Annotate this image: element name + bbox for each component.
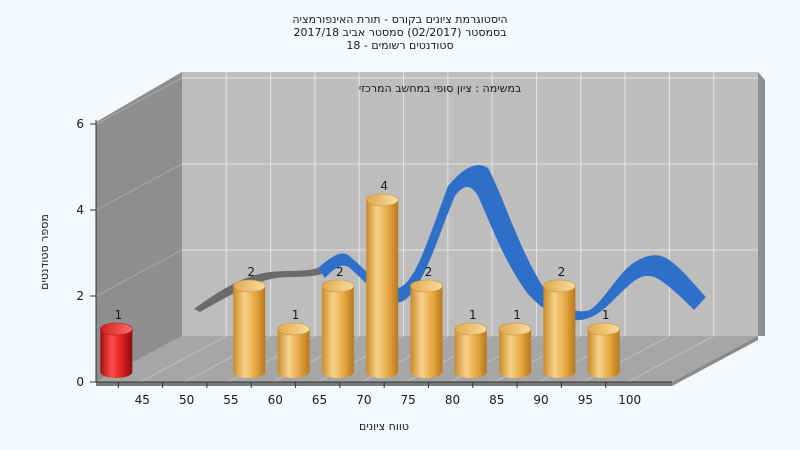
chart-axes: 0 2 4 6 45 50 55 60 65 70 75 80 85 90 95 100 — [76, 117, 672, 407]
bar-cap — [587, 322, 620, 336]
x-tick-label: 50 — [179, 393, 194, 407]
bar-value-label: 1 — [602, 308, 610, 322]
grid-line-side — [95, 77, 183, 125]
curve-blue-ribbon — [318, 165, 706, 321]
grid-line-side — [95, 249, 183, 297]
x-tick-label: 65 — [312, 393, 327, 407]
bar-body — [366, 200, 399, 378]
bar-value-label: 1 — [513, 308, 521, 322]
histogram-bar: 4 — [365, 179, 399, 378]
grid-line-floor — [140, 335, 227, 383]
bar-value-label: 1 — [469, 308, 477, 322]
x-axis-label: טווח ציונים — [359, 420, 409, 433]
bar-cap — [410, 279, 443, 293]
bar-cap — [321, 279, 355, 293]
chart-side-wall — [96, 72, 182, 382]
bar-cap — [365, 193, 399, 207]
x-tick-label: 80 — [445, 393, 460, 407]
y-tick-label: 0 — [76, 375, 84, 389]
histogram-bar: 1 — [587, 308, 620, 378]
bar-cap — [454, 322, 488, 336]
bar-body — [499, 329, 532, 378]
bar-body — [277, 329, 310, 378]
x-tick-label: 90 — [533, 393, 548, 407]
bar-body — [454, 329, 487, 378]
bar-body — [587, 329, 620, 378]
histogram-bar: 2 — [232, 265, 266, 378]
y-axis-label: מספר סטודנטים — [38, 214, 51, 290]
histogram-bar: 2 — [543, 265, 576, 378]
chart-title-line-1: היסטוגרמת ציונים בקורס - תורת האינפורמצי… — [292, 13, 507, 26]
histogram-bar: 1 — [100, 308, 133, 378]
chart-right-wall — [758, 72, 765, 336]
bar-value-label: 1 — [114, 308, 122, 322]
bar-cap — [543, 279, 576, 293]
bar-value-label: 2 — [425, 265, 433, 279]
chart-title-line-3: סטודנטים רשומים - 18 — [346, 39, 453, 52]
bar-body — [543, 286, 576, 378]
x-tick-label: 100 — [618, 393, 641, 407]
histogram-bar: 1 — [277, 308, 310, 378]
distribution-curve — [194, 165, 706, 321]
x-tick-label: 85 — [489, 393, 504, 407]
bar-value-label: 2 — [336, 265, 344, 279]
histogram-bar: 1 — [454, 308, 488, 378]
y-tick-label: 4 — [76, 203, 84, 217]
histogram-bars: 1 2 1 2 4 2 1 1 2 1 — [100, 179, 620, 378]
bar-body — [100, 329, 133, 378]
x-tick-label: 45 — [135, 393, 150, 407]
bar-cap — [277, 322, 310, 336]
y-tick-label: 6 — [76, 117, 84, 131]
grid-line-floor — [627, 335, 714, 383]
x-tick-label: 55 — [223, 393, 238, 407]
histogram-bar: 2 — [321, 265, 355, 378]
histogram-bar: 2 — [410, 265, 443, 378]
chart-floor-right-edge — [672, 336, 758, 386]
chart-title-line-2: בסמסטר (02/2017) סמסטר אביב 2017/18 — [293, 26, 506, 39]
bar-value-label: 2 — [558, 265, 566, 279]
histogram-bar: 1 — [498, 308, 532, 378]
bar-body — [233, 286, 266, 378]
x-tick-label: 75 — [401, 393, 416, 407]
x-tick-label: 60 — [268, 393, 283, 407]
chart-back-wall — [182, 72, 758, 336]
chart-subtitle: במשימה : ציון סופי במחשב המרכזי — [359, 82, 522, 95]
bar-cap — [100, 322, 133, 336]
bar-value-label: 4 — [380, 179, 388, 193]
curve-shadow-segment — [194, 268, 322, 312]
grid-line-side — [95, 163, 183, 211]
bar-cap — [498, 322, 532, 336]
y-tick-label: 2 — [76, 289, 84, 303]
bar-value-label: 1 — [292, 308, 300, 322]
bar-body — [321, 286, 354, 378]
bar-cap — [232, 279, 266, 293]
x-tick-label: 95 — [578, 393, 593, 407]
x-tick-label: 70 — [356, 393, 371, 407]
bar-value-label: 2 — [247, 265, 255, 279]
bar-body — [410, 286, 443, 378]
